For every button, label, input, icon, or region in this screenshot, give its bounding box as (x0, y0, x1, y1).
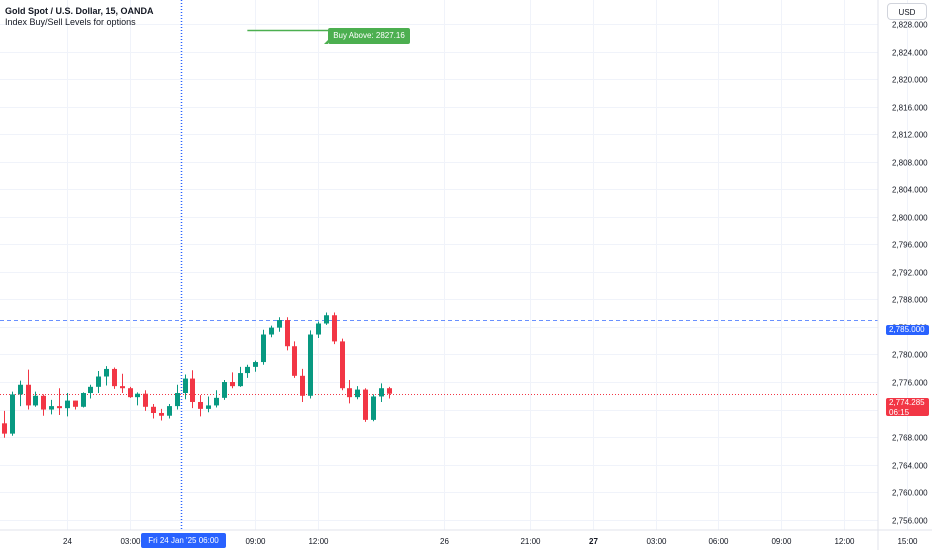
current-price-value: 2,774.285 (889, 398, 925, 407)
time-axis[interactable]: 24 03:00 09:00 12:00 26 21:00 27 03:00 06:00 09:0… (63, 537, 918, 546)
time-tick-label: 03:00 (120, 537, 141, 546)
candle-body[interactable] (292, 346, 297, 376)
candle-body[interactable] (300, 375, 305, 396)
candle-body[interactable] (73, 400, 78, 407)
price-tick-label: 2,760.000 (892, 489, 928, 498)
time-tick-label: 12:00 (834, 537, 855, 546)
candle-body[interactable] (285, 320, 290, 347)
candle-body[interactable] (230, 382, 235, 387)
price-tick-label: 2,812.000 (892, 131, 928, 140)
candle-body[interactable] (222, 382, 227, 398)
candle-body[interactable] (379, 388, 384, 397)
candle-body[interactable] (10, 394, 15, 434)
price-tick-label: 2,808.000 (892, 159, 928, 168)
candle-body[interactable] (41, 395, 46, 410)
candle-body[interactable] (18, 384, 23, 395)
candle-body[interactable] (245, 366, 250, 374)
price-tick-label: 2,820.000 (892, 76, 928, 85)
candle-body[interactable] (143, 393, 148, 407)
candle-body[interactable] (183, 378, 188, 394)
price-tick-label: 2,800.000 (892, 214, 928, 223)
candle-body[interactable] (159, 412, 164, 416)
indicator-title[interactable]: Index Buy/Sell Levels for options (5, 17, 136, 27)
price-tick-label: 2,804.000 (892, 186, 928, 195)
price-tick-label: 2,792.000 (892, 269, 928, 278)
currency-button[interactable]: USD (887, 3, 927, 20)
candle-body[interactable] (151, 406, 156, 413)
candle-body[interactable] (206, 405, 211, 409)
candle-body[interactable] (88, 386, 93, 394)
candle-body[interactable] (112, 368, 117, 387)
price-tick-label: 2,768.000 (892, 434, 928, 443)
candle-body[interactable] (308, 334, 313, 396)
time-tick-label: 24 (63, 537, 72, 546)
candle-body[interactable] (167, 406, 172, 416)
candle-body[interactable] (104, 368, 109, 377)
candle-body[interactable] (65, 400, 70, 409)
candle-body[interactable] (57, 406, 62, 409)
price-tick-label: 2,764.000 (892, 462, 928, 471)
candle-body[interactable] (26, 384, 31, 406)
time-tick-label: 21:00 (520, 537, 541, 546)
time-tick-label: 26 (440, 537, 449, 546)
time-tick-label: 03:00 (646, 537, 667, 546)
time-tick-label: 06:00 (708, 537, 729, 546)
candle-body[interactable] (347, 388, 352, 398)
candle-body[interactable] (120, 386, 125, 389)
candle-body[interactable] (332, 315, 337, 342)
current-price-tag: 2,774.285 06:15 (886, 398, 929, 417)
candle-body[interactable] (387, 388, 392, 394)
crosshair-date-label: Fri 24 Jan '25 06:00 (141, 533, 226, 548)
price-tick-label: 2,824.000 (892, 49, 928, 58)
candle-body[interactable] (253, 362, 258, 367)
price-tick-label: 2,796.000 (892, 241, 928, 250)
time-tick-label: 15:00 (897, 537, 918, 546)
candle-body[interactable] (363, 389, 368, 420)
candle-body[interactable] (371, 396, 376, 420)
candle-body[interactable] (190, 378, 195, 402)
price-levels (0, 29, 878, 395)
time-tick-label: 27 (589, 537, 598, 546)
candle-body[interactable] (135, 393, 140, 398)
price-tick-label: 2,756.000 (892, 517, 928, 526)
price-tick-label: 2,776.000 (892, 379, 928, 388)
candle-body[interactable] (198, 401, 203, 409)
buy-level-label: Buy Above: 2827.16 (324, 28, 410, 44)
price-tick-label: 2,788.000 (892, 296, 928, 305)
candle-body[interactable] (214, 397, 219, 406)
candle-body[interactable] (324, 315, 329, 324)
time-tick-label: 12:00 (308, 537, 329, 546)
price-axis[interactable]: 2,828.000 2,824.000 2,820.000 2,816.000 2,81… (892, 21, 928, 526)
candle-body[interactable] (81, 393, 86, 407)
price-tick-label: 2,828.000 (892, 21, 928, 30)
time-tick-label: 09:00 (245, 537, 266, 546)
symbol-title[interactable]: Gold Spot / U.S. Dollar, 15, OANDA (5, 6, 154, 16)
candle-body[interactable] (2, 423, 7, 434)
dashed-level-price-tag: 2,785.000 (886, 325, 929, 335)
candle-body[interactable] (340, 341, 345, 389)
candle-body[interactable] (316, 323, 321, 335)
candles[interactable] (2, 312, 392, 438)
time-tick-label: 09:00 (771, 537, 792, 546)
candle-body[interactable] (261, 334, 266, 363)
candle-body[interactable] (238, 373, 243, 387)
candle-body[interactable] (128, 388, 133, 398)
price-tick-label: 2,816.000 (892, 104, 928, 113)
candle-body[interactable] (355, 389, 360, 398)
candle-body[interactable] (269, 327, 274, 335)
candle-body[interactable] (175, 393, 180, 407)
chart-grid (0, 0, 908, 530)
candle-body[interactable] (49, 406, 54, 410)
price-tick-label: 2,780.000 (892, 351, 928, 360)
candle-body[interactable] (96, 376, 101, 387)
bar-countdown: 06:15 (889, 408, 910, 417)
candle-body[interactable] (33, 395, 38, 406)
candle-body[interactable] (277, 320, 282, 328)
